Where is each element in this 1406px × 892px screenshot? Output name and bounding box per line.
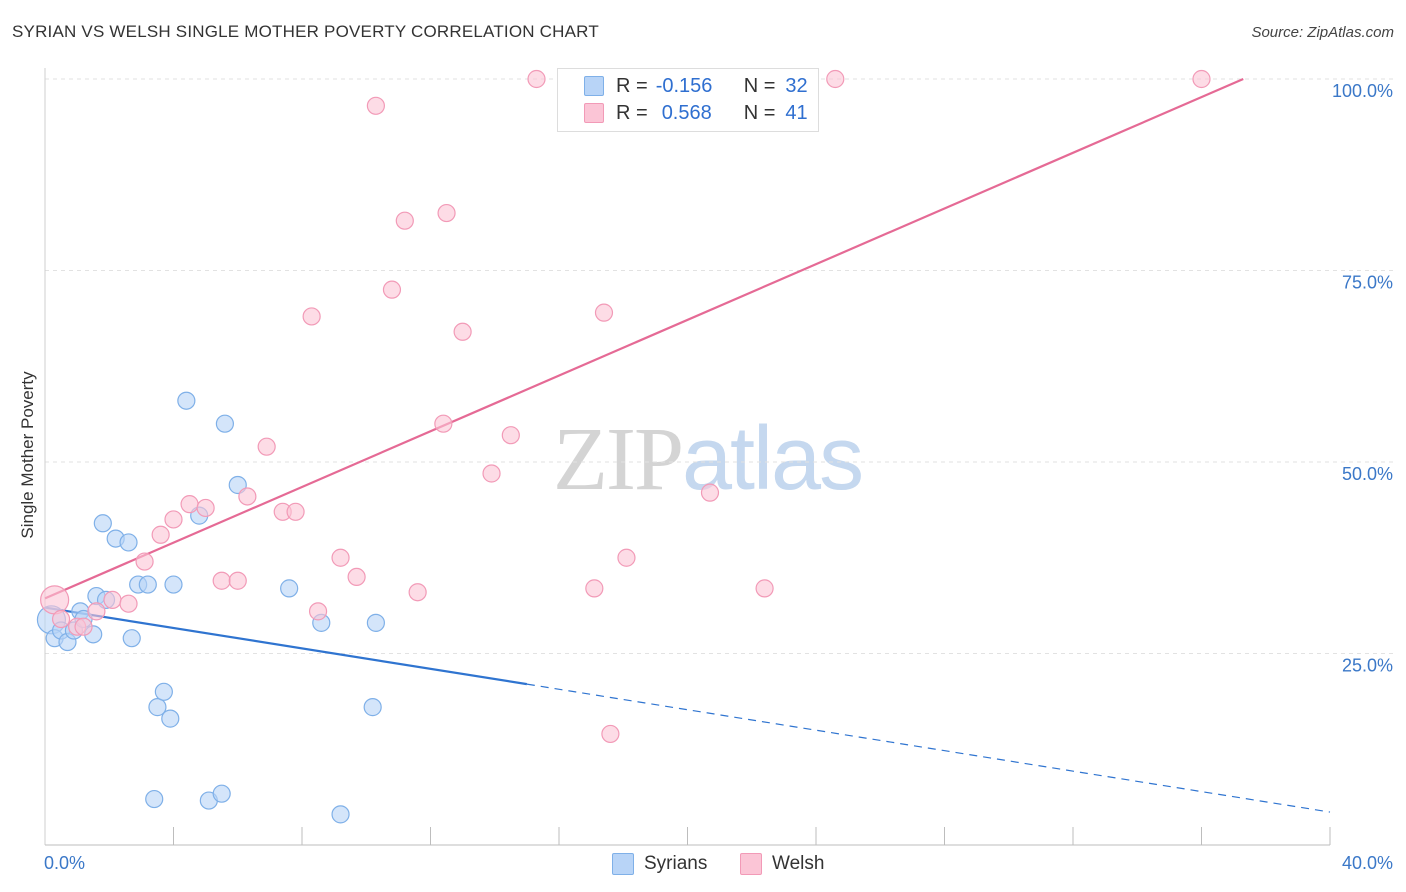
- syrians-point: [138, 575, 157, 594]
- welsh-point: [257, 437, 276, 456]
- syrians-point: [363, 698, 382, 717]
- syrians-point: [93, 514, 112, 533]
- y-tick-label: 25.0%: [1342, 656, 1393, 676]
- r-label: R =: [616, 101, 648, 124]
- tick-labels: 25.0% 50.0% 75.0% 100.0% 0.0% 40.0%: [44, 81, 1393, 873]
- welsh-point: [382, 280, 402, 299]
- welsh-point: [212, 571, 231, 590]
- welsh-point: [585, 579, 604, 598]
- r-value: 0.568: [661, 101, 712, 124]
- syrians-point: [145, 789, 164, 809]
- welsh-point: [196, 498, 215, 518]
- trend-lines: [44, 77, 1331, 813]
- chart-title: SYRIAN VS WELSH SINGLE MOTHER POVERTY CO…: [12, 22, 599, 41]
- welsh-point: [437, 203, 456, 223]
- welsh-point: [617, 548, 636, 567]
- welsh-point: [103, 590, 122, 609]
- welsh-point: [347, 567, 366, 587]
- welsh-point: [501, 426, 520, 445]
- y-tick-label: 75.0%: [1342, 273, 1393, 293]
- welsh-trend-line: [44, 77, 1244, 600]
- welsh-point: [527, 69, 546, 89]
- syrians-point: [148, 698, 167, 717]
- legend-label-syrians: Syrians: [644, 853, 708, 874]
- syrians-point: [164, 575, 183, 594]
- welsh-point: [135, 552, 154, 571]
- welsh-point: [408, 583, 427, 602]
- welsh-point: [826, 69, 845, 89]
- stats-row-syrians: R = -0.156 N = 32: [584, 73, 808, 99]
- welsh-point: [302, 307, 321, 326]
- welsh-point: [40, 585, 70, 615]
- r-label: R =: [616, 74, 648, 97]
- welsh-point: [395, 211, 414, 230]
- syrians-point: [215, 414, 234, 433]
- syrians-legend-swatch: [612, 853, 634, 875]
- welsh-point: [331, 548, 350, 567]
- welsh-point: [87, 602, 106, 621]
- welsh-point: [482, 464, 501, 483]
- welsh-point: [164, 510, 183, 529]
- syrians-point: [280, 579, 299, 598]
- syrians-trend-line: [44, 606, 528, 686]
- x-tick-label: 40.0%: [1342, 853, 1393, 873]
- x-tick-label: 0.0%: [44, 853, 85, 873]
- source-label: Source: ZipAtlas.com: [1251, 24, 1394, 41]
- syrians-point: [122, 629, 141, 648]
- grid-lines: [45, 78, 1395, 654]
- welsh-point: [180, 495, 199, 514]
- syrians-trend-extension: [526, 683, 1331, 813]
- welsh-point: [594, 303, 614, 322]
- syrians-point: [119, 533, 138, 552]
- welsh-point: [366, 96, 385, 115]
- stats-legend: R = -0.156 N = 32 R = 0.568 N = 41: [557, 68, 819, 132]
- welsh-point: [286, 502, 305, 521]
- welsh-point: [700, 483, 720, 502]
- welsh-point: [119, 594, 138, 613]
- watermark: ZIPatlas: [553, 408, 864, 511]
- welsh-point: [755, 579, 774, 598]
- welsh-point: [238, 487, 257, 506]
- welsh-point: [601, 724, 620, 744]
- n-label: N =: [743, 101, 776, 124]
- syrians-point: [366, 613, 385, 632]
- syrians-point: [212, 784, 231, 803]
- syrians-swatch: [584, 76, 604, 96]
- welsh-point: [51, 609, 71, 629]
- stats-row-welsh: R = 0.568 N = 41: [584, 100, 808, 126]
- welsh-point: [74, 617, 93, 636]
- axes: [44, 68, 1331, 846]
- welsh-point: [308, 602, 328, 621]
- y-tick-label: 100.0%: [1332, 81, 1393, 101]
- syrians-point: [154, 682, 173, 701]
- welsh-legend-swatch: [740, 853, 762, 875]
- legend-item-syrians: Syrians: [612, 852, 707, 876]
- r-value: -0.156: [655, 74, 713, 97]
- syrians-point: [177, 391, 196, 410]
- welsh-point: [453, 322, 472, 341]
- legend-label-welsh: Welsh: [772, 853, 825, 874]
- watermark-zip: ZIP: [553, 410, 684, 509]
- welsh-swatch: [584, 103, 604, 123]
- welsh-point: [228, 571, 247, 590]
- welsh-point: [151, 525, 170, 544]
- syrians-point: [331, 805, 350, 824]
- data-points: [36, 69, 1211, 824]
- y-tick-label: 50.0%: [1342, 464, 1393, 484]
- syrians-point: [161, 709, 180, 728]
- y-axis-label: Single Mother Poverty: [18, 371, 37, 539]
- welsh-point: [1192, 69, 1211, 89]
- legend-item-welsh: Welsh: [740, 852, 824, 876]
- n-value: 32: [785, 74, 808, 97]
- welsh-point: [434, 414, 453, 433]
- n-label: N =: [743, 74, 776, 97]
- n-value: 41: [785, 101, 808, 124]
